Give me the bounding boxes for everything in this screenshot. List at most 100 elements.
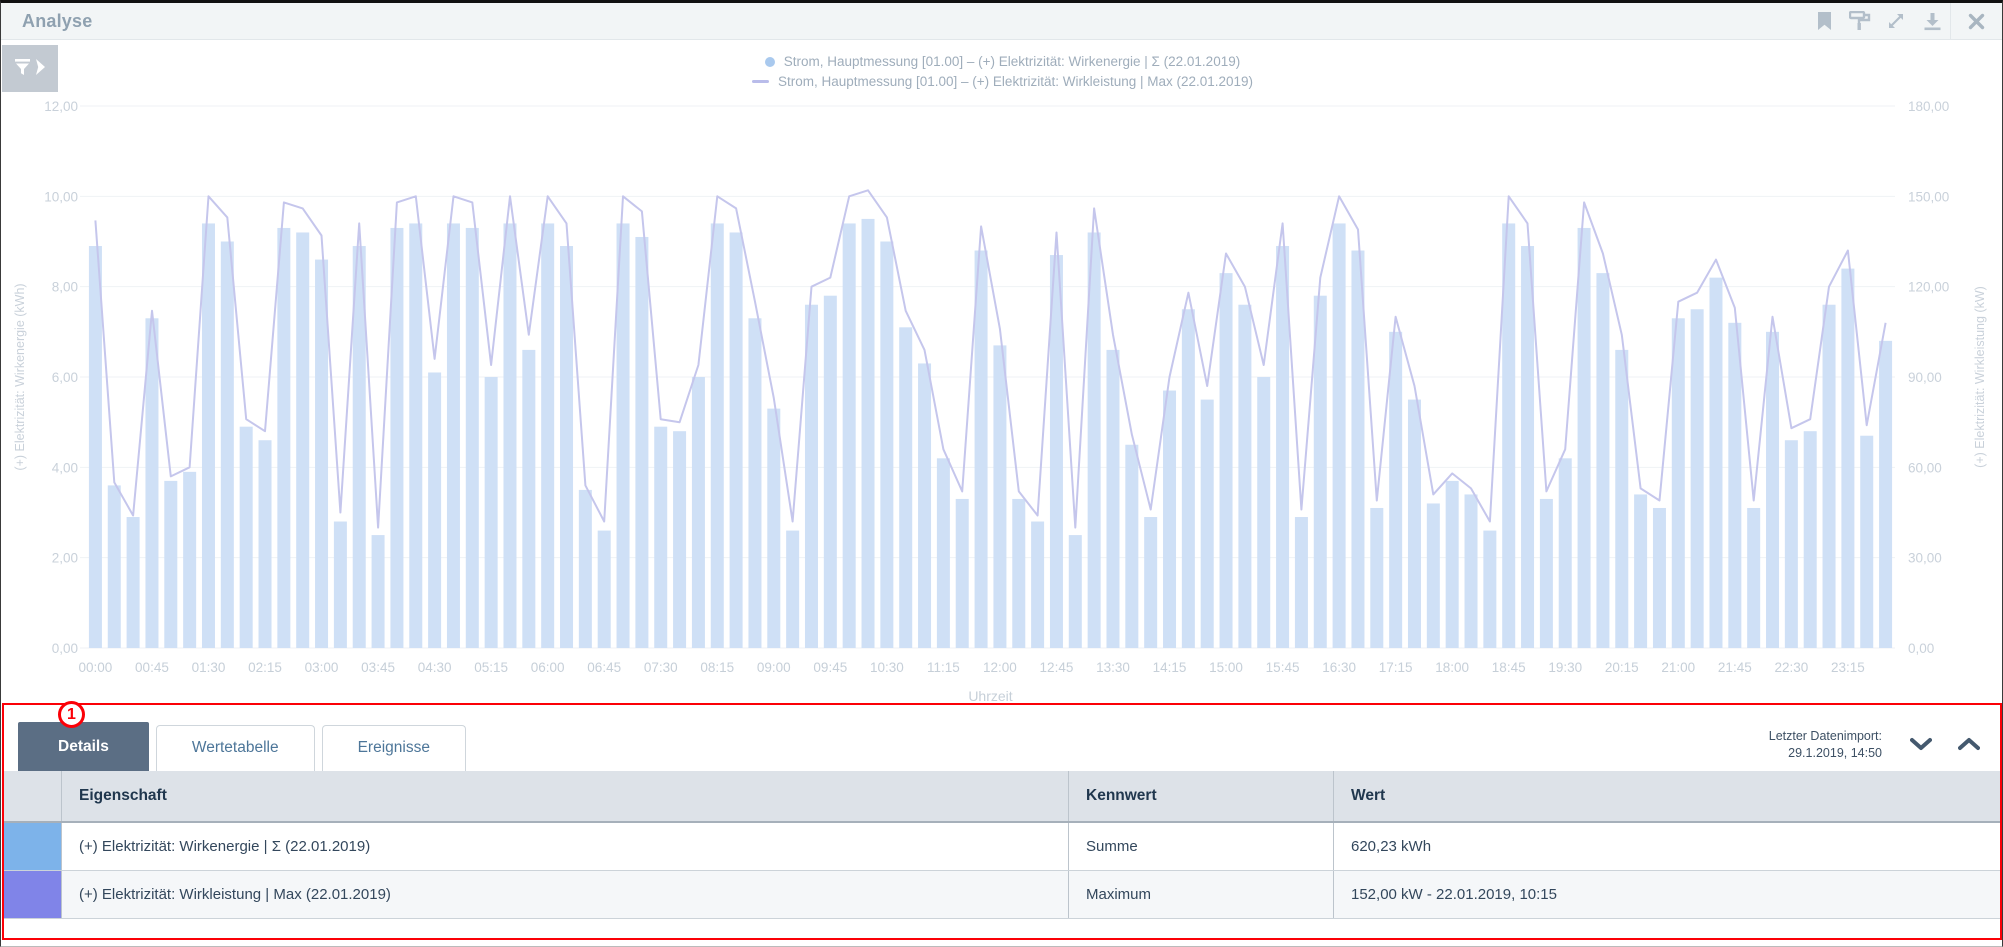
- style-button[interactable]: [1842, 3, 1878, 39]
- column-header-wert: Wert: [1333, 771, 2000, 821]
- cell-eigenschaft: (+) Elektrizität: Wirkenergie | Σ (22.01…: [61, 823, 1068, 870]
- tab-details[interactable]: Details: [18, 722, 149, 771]
- expand-panel-button[interactable]: [1956, 735, 1982, 756]
- collapse-panel-button[interactable]: [1908, 735, 1934, 756]
- svg-text:18:45: 18:45: [1492, 660, 1526, 675]
- svg-text:06:45: 06:45: [587, 660, 621, 675]
- svg-text:10:30: 10:30: [870, 660, 904, 675]
- svg-text:0,00: 0,00: [52, 641, 78, 656]
- svg-text:16:30: 16:30: [1322, 660, 1356, 675]
- legend-label: Strom, Hauptmessung [01.00] – (+) Elektr…: [777, 74, 1254, 89]
- table-row[interactable]: (+) Elektrizität: Wirkenergie | Σ (22.01…: [4, 823, 2000, 871]
- cell-wert: 152,00 kW - 22.01.2019, 10:15: [1333, 871, 2000, 918]
- svg-text:22:30: 22:30: [1774, 660, 1808, 675]
- last-import-label: Letzter Datenimport:: [1768, 729, 1882, 743]
- svg-text:150,00: 150,00: [1908, 189, 1949, 204]
- download-button[interactable]: [1914, 3, 1950, 39]
- tab-bar: Details Wertetabelle Ereignisse Letzter …: [4, 705, 2000, 771]
- color-column-header: [4, 771, 61, 821]
- bookmark-icon: [1816, 11, 1833, 31]
- tab-ereignisse[interactable]: Ereignisse: [321, 725, 466, 771]
- paint-roller-icon: [1849, 11, 1871, 31]
- svg-text:15:00: 15:00: [1209, 660, 1243, 675]
- cell-wert: 620,23 kWh: [1333, 823, 2000, 870]
- svg-text:30,00: 30,00: [1908, 551, 1942, 566]
- svg-text:23:15: 23:15: [1831, 660, 1865, 675]
- svg-text:20:15: 20:15: [1605, 660, 1639, 675]
- last-import-info: Letzter Datenimport: 29.1.2019, 14:50: [1769, 728, 1882, 762]
- details-panel: 1 Details Wertetabelle Ereignisse Letzte…: [2, 701, 2002, 940]
- series-dot-marker: [764, 56, 775, 67]
- legend-label: Strom, Hauptmessung [01.00] – (+) Elektr…: [783, 54, 1241, 69]
- svg-text:07:30: 07:30: [644, 660, 678, 675]
- svg-text:21:45: 21:45: [1718, 660, 1752, 675]
- svg-text:(+) Elektrizität: Wirkenergie: (+) Elektrizität: Wirkenergie (kWh): [13, 283, 27, 470]
- svg-text:Uhrzeit: Uhrzeit: [968, 688, 1012, 703]
- svg-text:90,00: 90,00: [1908, 370, 1942, 385]
- svg-text:17:15: 17:15: [1379, 660, 1413, 675]
- svg-text:08:15: 08:15: [700, 660, 734, 675]
- annotation-badge: 1: [58, 701, 85, 728]
- svg-text:04:30: 04:30: [418, 660, 452, 675]
- svg-text:8,00: 8,00: [52, 280, 78, 295]
- series-line-marker: [751, 80, 769, 83]
- svg-text:120,00: 120,00: [1908, 280, 1949, 295]
- svg-text:12,00: 12,00: [44, 99, 78, 114]
- svg-text:12:45: 12:45: [1040, 660, 1074, 675]
- chart-legend: Strom, Hauptmessung [01.00] – (+) Elektr…: [2, 53, 2002, 90]
- close-icon: [1968, 13, 1985, 30]
- svg-text:12:00: 12:00: [983, 660, 1017, 675]
- svg-text:21:00: 21:00: [1661, 660, 1695, 675]
- window-title: Analyse: [22, 10, 93, 31]
- svg-text:13:30: 13:30: [1096, 660, 1130, 675]
- chevron-right-icon: [35, 59, 46, 78]
- fullscreen-button[interactable]: [1878, 3, 1914, 39]
- series-color-swatch: [4, 823, 61, 870]
- tab-wertetabelle[interactable]: Wertetabelle: [155, 725, 315, 771]
- svg-text:14:15: 14:15: [1153, 660, 1187, 675]
- svg-text:0,00: 0,00: [1908, 641, 1934, 656]
- column-header-eigenschaft: Eigenschaft: [61, 771, 1068, 821]
- svg-text:00:45: 00:45: [135, 660, 169, 675]
- legend-item-wirkenergie[interactable]: Strom, Hauptmessung [01.00] – (+) Elektr…: [764, 53, 1241, 70]
- last-import-value: 29.1.2019, 14:50: [1788, 746, 1882, 760]
- title-bar-actions: [1806, 3, 2002, 39]
- svg-text:10,00: 10,00: [44, 189, 78, 204]
- chevron-down-icon: [1910, 737, 1932, 754]
- cell-kennwert: Summe: [1068, 823, 1333, 870]
- funnel-icon: [14, 58, 31, 79]
- svg-text:4,00: 4,00: [52, 460, 78, 475]
- svg-text:(+) Elektrizität: Wirkleistung: (+) Elektrizität: Wirkleistung (kW): [1973, 286, 1987, 468]
- table-header-row: Eigenschaft Kennwert Wert: [4, 771, 2000, 823]
- svg-text:11:15: 11:15: [927, 660, 960, 675]
- svg-text:60,00: 60,00: [1908, 460, 1942, 475]
- svg-text:02:15: 02:15: [248, 660, 282, 675]
- svg-text:180,00: 180,00: [1908, 99, 1949, 114]
- cell-kennwert: Maximum: [1068, 871, 1333, 918]
- svg-text:15:45: 15:45: [1266, 660, 1300, 675]
- expand-icon: [1886, 11, 1906, 31]
- svg-text:01:30: 01:30: [192, 660, 226, 675]
- chevron-up-icon: [1958, 737, 1980, 754]
- title-bar: Analyse: [1, 3, 2002, 40]
- svg-text:05:15: 05:15: [474, 660, 508, 675]
- chart-panel: 0,00 0,00 2,00 30,00 4,00 60,00 6,00 90,00 8,00 1…: [2, 41, 2003, 703]
- svg-text:00:00: 00:00: [79, 660, 113, 675]
- close-button[interactable]: [1950, 3, 2002, 39]
- legend-item-wirkleistung[interactable]: Strom, Hauptmessung [01.00] – (+) Elektr…: [751, 73, 1254, 90]
- analysis-chart[interactable]: 0,00 0,00 2,00 30,00 4,00 60,00 6,00 90,00 8,00 1…: [2, 41, 2003, 703]
- svg-text:6,00: 6,00: [52, 370, 78, 385]
- details-table: Eigenschaft Kennwert Wert (+) Elektrizit…: [4, 771, 2000, 919]
- svg-text:2,00: 2,00: [52, 551, 78, 566]
- filter-flyout-button[interactable]: [2, 45, 58, 92]
- svg-text:03:00: 03:00: [305, 660, 339, 675]
- svg-text:09:00: 09:00: [757, 660, 791, 675]
- svg-text:18:00: 18:00: [1435, 660, 1469, 675]
- bookmark-button[interactable]: [1806, 3, 1842, 39]
- svg-text:03:45: 03:45: [361, 660, 395, 675]
- cell-eigenschaft: (+) Elektrizität: Wirkleistung | Max (22…: [61, 871, 1068, 918]
- download-icon: [1923, 12, 1942, 31]
- table-row[interactable]: (+) Elektrizität: Wirkleistung | Max (22…: [4, 871, 2000, 919]
- series-color-swatch: [4, 871, 61, 918]
